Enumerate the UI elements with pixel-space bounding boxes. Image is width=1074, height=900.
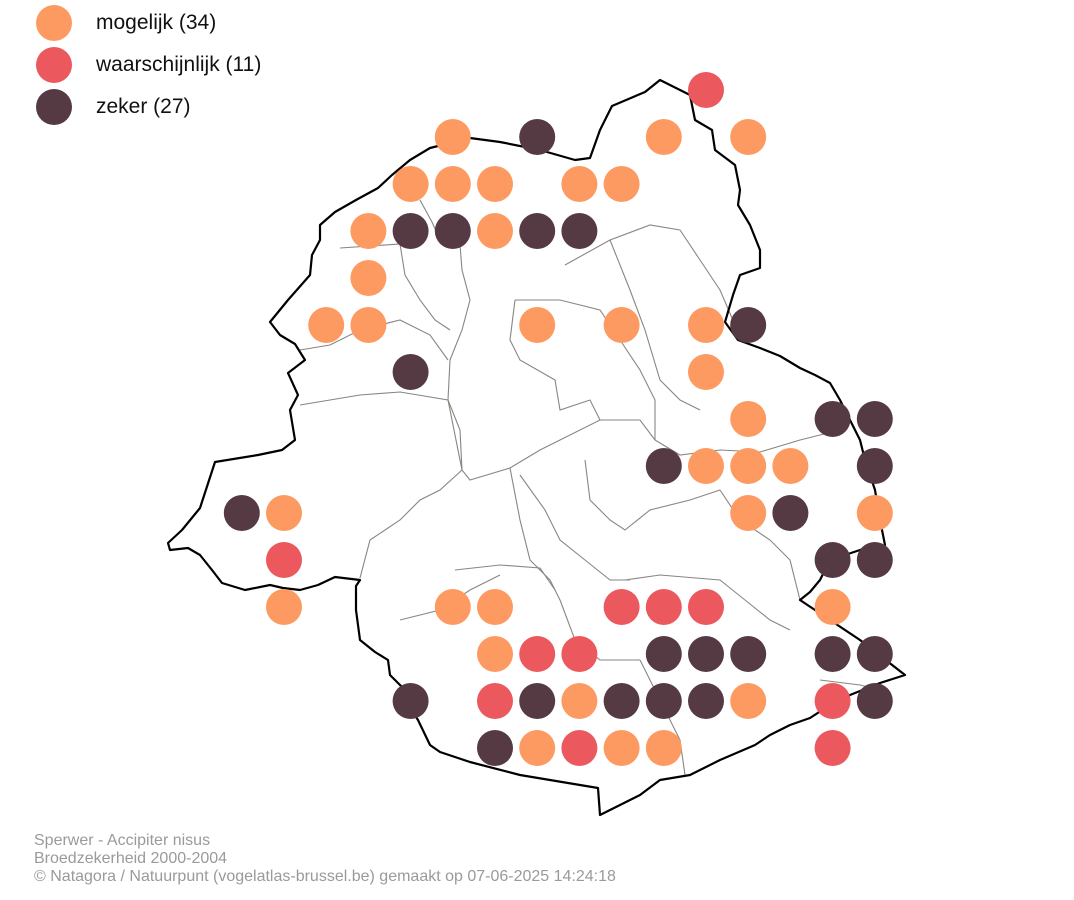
observation-dot-mogelijk <box>814 589 851 625</box>
footer-species: Sperwer - Accipiter nisus <box>34 832 211 849</box>
observation-dot-mogelijk <box>603 166 640 202</box>
observation-dot-zeker <box>688 683 724 719</box>
observation-dot-mogelijk <box>561 166 598 202</box>
observation-dot-mogelijk <box>645 730 682 766</box>
observation-dot-mogelijk <box>434 589 471 625</box>
observation-dot-mogelijk <box>688 354 724 390</box>
footer: Sperwer - Accipiter nisus Broedzekerheid… <box>34 832 616 886</box>
observation-dot-mogelijk <box>477 589 513 625</box>
municipality-boundaries <box>299 199 881 776</box>
observation-dot-mogelijk <box>519 730 556 766</box>
observation-dot-mogelijk <box>688 448 724 484</box>
legend-label: mogelijk (34) <box>96 11 217 34</box>
observation-dot-zeker <box>772 495 809 531</box>
observation-dot-zeker <box>856 401 893 437</box>
observation-dot-mogelijk <box>266 589 302 625</box>
legend: mogelijk (34) waarschijnlijk (11) zeker … <box>36 2 261 128</box>
legend-item-waarschijnlijk: waarschijnlijk (11) <box>36 44 261 86</box>
observation-dot-zeker <box>561 213 598 249</box>
legend-item-zeker: zeker (27) <box>36 86 261 128</box>
observation-dot-zeker <box>730 307 767 343</box>
observation-dot-mogelijk <box>772 448 809 484</box>
observation-dot-mogelijk <box>730 448 767 484</box>
observation-dot-mogelijk <box>477 166 513 202</box>
observation-dot-mogelijk <box>730 401 767 437</box>
observation-dot-waarschijnlijk <box>688 72 724 108</box>
legend-swatch-mogelijk <box>36 5 72 41</box>
observation-dot-zeker <box>223 495 260 531</box>
observation-dot-zeker <box>856 448 893 484</box>
observation-dot-mogelijk <box>856 495 893 531</box>
observation-dot-mogelijk <box>434 119 471 155</box>
observation-dot-waarschijnlijk <box>561 730 598 766</box>
observation-dot-mogelijk <box>603 730 640 766</box>
observation-dot-waarschijnlijk <box>519 636 556 672</box>
footer-credit: © Natagora / Natuurpunt (vogelatlas-brus… <box>34 868 616 885</box>
observation-dot-zeker <box>519 213 556 249</box>
observation-dot-zeker <box>645 683 682 719</box>
observation-dot-mogelijk <box>308 307 345 343</box>
observation-dot-mogelijk <box>561 683 598 719</box>
observation-dot-waarschijnlijk <box>814 730 851 766</box>
observation-dots <box>223 72 893 766</box>
observation-dot-zeker <box>392 683 429 719</box>
observation-dot-mogelijk <box>730 119 767 155</box>
observation-dot-waarschijnlijk <box>561 636 598 672</box>
observation-dot-zeker <box>434 213 471 249</box>
observation-dot-zeker <box>730 636 767 672</box>
observation-dot-zeker <box>603 683 640 719</box>
observation-dot-mogelijk <box>477 636 513 672</box>
observation-dot-waarschijnlijk <box>814 683 851 719</box>
observation-dot-mogelijk <box>434 166 471 202</box>
observation-dot-mogelijk <box>392 166 429 202</box>
observation-dot-zeker <box>814 636 851 672</box>
observation-dot-zeker <box>392 213 429 249</box>
legend-item-mogelijk: mogelijk (34) <box>36 2 261 44</box>
observation-dot-mogelijk <box>266 495 302 531</box>
observation-dot-waarschijnlijk <box>645 589 682 625</box>
observation-dot-mogelijk <box>477 213 513 249</box>
observation-dot-zeker <box>645 636 682 672</box>
observation-dot-zeker <box>477 730 513 766</box>
observation-dot-waarschijnlijk <box>688 589 724 625</box>
observation-dot-mogelijk <box>730 495 767 531</box>
legend-label: waarschijnlijk (11) <box>96 53 262 76</box>
observation-dot-mogelijk <box>350 260 387 296</box>
observation-dot-zeker <box>519 119 556 155</box>
observation-dot-zeker <box>392 354 429 390</box>
observation-dot-zeker <box>856 683 893 719</box>
observation-dot-zeker <box>688 636 724 672</box>
footer-period: Broedzekerheid 2000-2004 <box>34 850 228 867</box>
observation-dot-mogelijk <box>350 213 387 249</box>
observation-dot-zeker <box>814 542 851 578</box>
observation-dot-zeker <box>814 401 851 437</box>
observation-dot-mogelijk <box>603 307 640 343</box>
observation-dot-mogelijk <box>350 307 387 343</box>
observation-dot-mogelijk <box>519 307 556 343</box>
observation-dot-mogelijk <box>688 307 724 343</box>
region-outline <box>166 78 907 817</box>
observation-dot-zeker <box>519 683 556 719</box>
observation-dot-waarschijnlijk <box>477 683 513 719</box>
observation-dot-zeker <box>645 448 682 484</box>
observation-dot-waarschijnlijk <box>603 589 640 625</box>
legend-swatch-zeker <box>36 89 72 125</box>
observation-dot-waarschijnlijk <box>266 542 302 578</box>
observation-dot-mogelijk <box>645 119 682 155</box>
observation-dot-zeker <box>856 542 893 578</box>
observation-dot-mogelijk <box>730 683 767 719</box>
legend-label: zeker (27) <box>96 95 191 118</box>
observation-dot-zeker <box>856 636 893 672</box>
legend-swatch-waarschijnlijk <box>36 47 72 83</box>
